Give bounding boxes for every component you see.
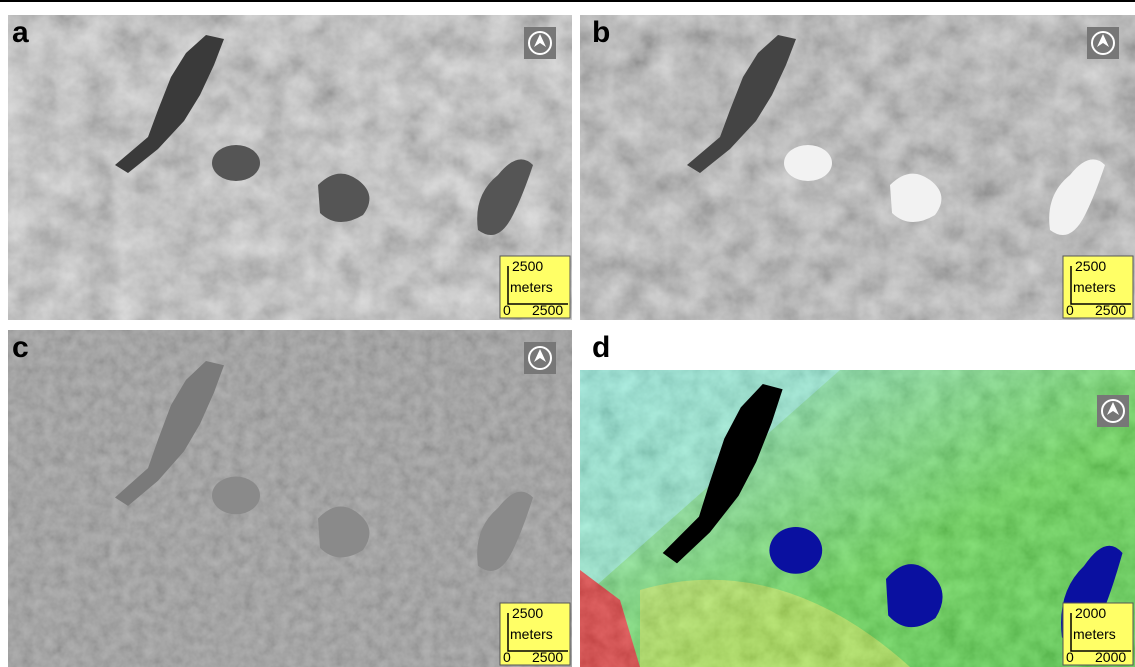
scale-bar: 2500 meters 0 2500: [500, 256, 570, 318]
scale-zero: 0: [1066, 649, 1074, 665]
scale-top: 2500: [512, 258, 543, 274]
image-texture: [580, 370, 1135, 667]
scale-top: 2500: [1075, 258, 1106, 274]
lake: [212, 145, 260, 181]
panel: 2500 meters 0 2500: [8, 330, 572, 667]
satellite-image: [8, 15, 572, 320]
scale-zero: 0: [503, 302, 511, 318]
scale-top: 2000: [1075, 605, 1106, 621]
panel: 2500 meters 0 2500: [8, 15, 572, 320]
figure: 2500 meters 0 2500 a 2500 meters 0 2500 b 2500 mete…: [0, 0, 1135, 667]
lake: [212, 477, 260, 515]
image-texture: [8, 15, 572, 320]
scale-bar: 2500 meters 0 2500: [500, 603, 570, 665]
scale-unit: meters: [1073, 626, 1116, 642]
scale-bottom: 2500: [532, 302, 563, 318]
panel-label: b: [592, 16, 610, 49]
scale-unit: meters: [510, 626, 553, 642]
panel-label: c: [12, 331, 29, 364]
scale-unit: meters: [1073, 279, 1116, 295]
image-texture: [8, 330, 572, 667]
panel-label: d: [592, 331, 610, 364]
scale-unit: meters: [510, 279, 553, 295]
scale-bar: 2500 meters 0 2500: [1063, 256, 1133, 318]
satellite-image: [8, 330, 572, 667]
panel-label: a: [12, 16, 29, 49]
scale-zero: 0: [503, 649, 511, 665]
scale-bottom: 2000: [1095, 649, 1126, 665]
scale-bottom: 2500: [532, 649, 563, 665]
scale-bottom: 2500: [1095, 302, 1126, 318]
panel: 2500 meters 0 2500: [580, 15, 1135, 320]
lake: [769, 527, 822, 574]
panel: 2000 meters 0 2000: [580, 370, 1135, 667]
satellite-image: [580, 370, 1135, 667]
scale-bar: 2000 meters 0 2000: [1063, 603, 1133, 665]
satellite-image: [580, 15, 1135, 320]
lake: [784, 145, 832, 181]
scale-top: 2500: [512, 605, 543, 621]
image-texture: [580, 15, 1135, 320]
scale-zero: 0: [1066, 302, 1074, 318]
frame-line: [0, 0, 1135, 2]
